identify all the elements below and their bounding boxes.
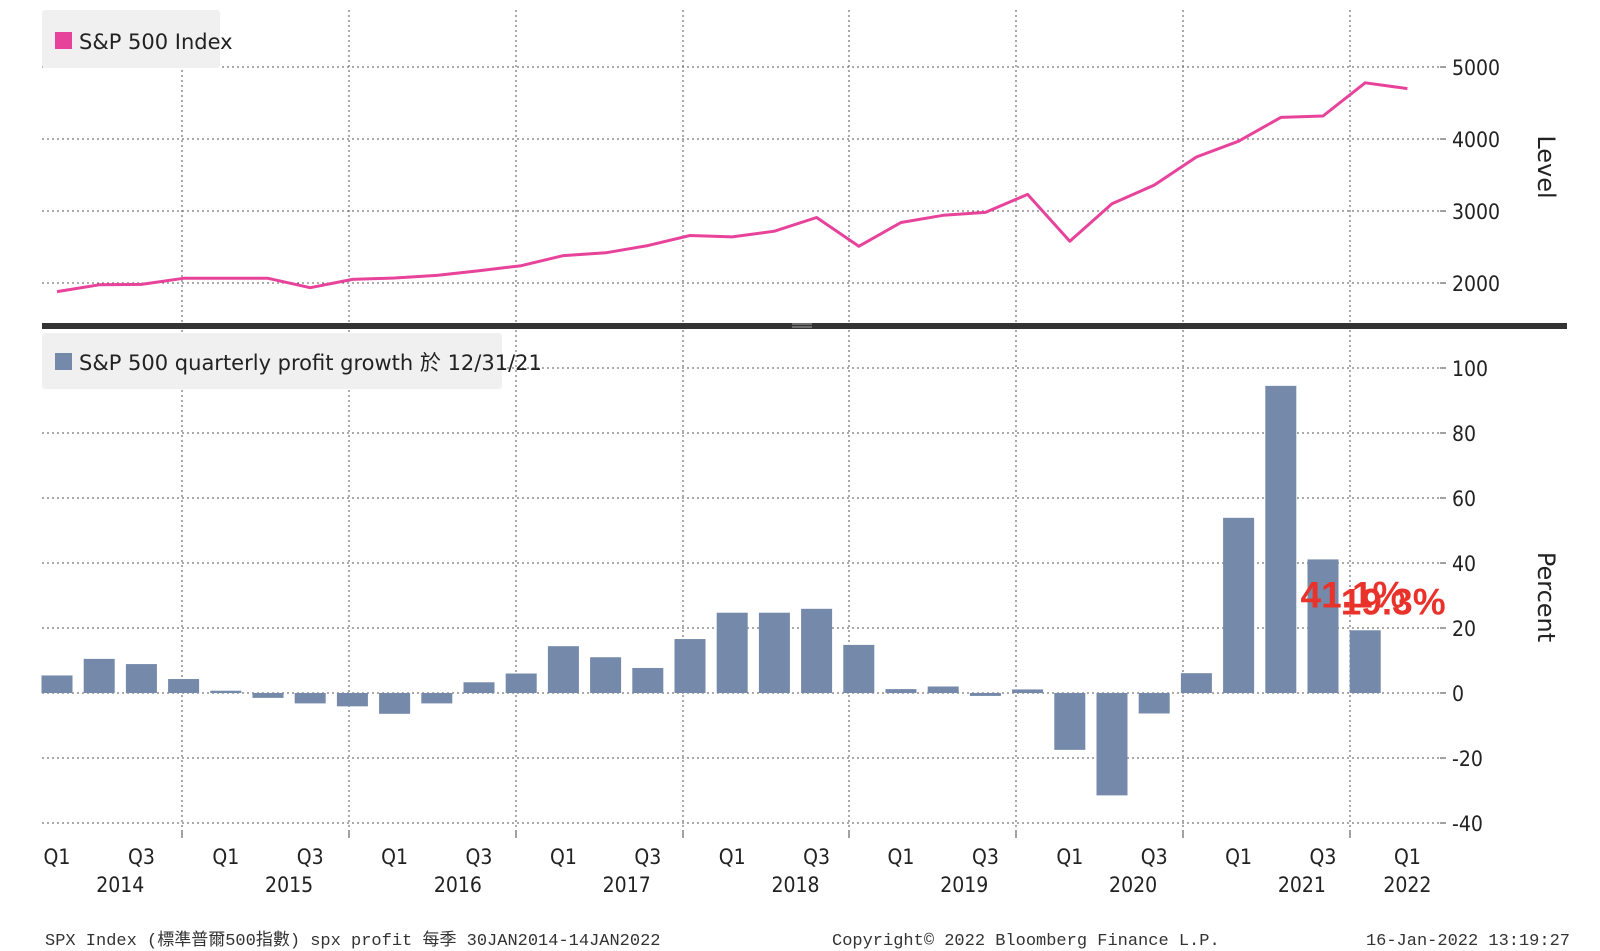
top-y-axis-title: Level: [1532, 135, 1560, 198]
footer-timestamp: 16-Jan-2022 13:19:27: [1366, 932, 1570, 951]
x-quarter-label: Q3: [297, 845, 324, 869]
x-year-label: 2022: [1383, 873, 1431, 897]
profit-bar: [210, 690, 242, 693]
profit-bar: [168, 679, 200, 693]
x-quarter-label: Q3: [972, 845, 999, 869]
profit-bar: [885, 689, 917, 693]
bottom-legend-text: S&P 500 quarterly profit growth 於 12/31/…: [79, 351, 542, 375]
x-quarter-label: Q3: [1141, 845, 1168, 869]
y-tick-label-bottom: 100: [1452, 357, 1488, 381]
x-quarter-label: Q3: [466, 845, 493, 869]
x-quarter-label: Q1: [381, 845, 408, 869]
profit-bar: [674, 639, 706, 693]
top-legend-text: S&P 500 Index: [79, 30, 233, 54]
profit-bar: [547, 646, 579, 693]
profit-bar: [83, 658, 115, 693]
bottom-y-axis-title: Percent: [1532, 552, 1560, 642]
x-year-label: 2016: [434, 873, 482, 897]
profit-bar: [801, 608, 833, 693]
y-tick-label-bottom: 20: [1452, 617, 1476, 641]
x-tick-labels: Q1 Q3 Q1 Q3 Q1 Q3 Q1 Q3 Q1 Q3 Q1 Q3 Q1 Q3 Q1 Q3 Q1 2014 20…: [44, 830, 1431, 897]
x-quarter-label: Q3: [1310, 845, 1337, 869]
profit-bar: [336, 693, 368, 707]
x-year-label: 2015: [265, 873, 313, 897]
y-tick-label-bottom: 0: [1452, 682, 1464, 706]
footer-source: SPX Index (標準普爾500指數) spx profit 每季 30JA…: [45, 930, 660, 951]
x-year-label: 2021: [1278, 873, 1326, 897]
annotation-label: 41.1%: [1301, 574, 1406, 615]
profit-bar: [1096, 693, 1128, 796]
profit-bar: [294, 693, 326, 704]
profit-bar: [125, 664, 157, 693]
x-year-label: 2018: [771, 873, 819, 897]
x-quarter-label: Q3: [128, 845, 155, 869]
x-year-label: 2017: [603, 873, 651, 897]
y-tick-label-bottom: -40: [1452, 812, 1483, 836]
profit-bar: [843, 644, 875, 693]
sp500-series-line: [56, 81, 1408, 294]
y-tick-labels: 2000 3000 4000 5000 100 80 60 40 20 0 -20 -40: [1440, 56, 1500, 836]
profit-bar: [1012, 689, 1044, 693]
profit-bar: [505, 673, 537, 693]
profit-bar: [632, 667, 664, 693]
x-quarter-label: Q1: [550, 845, 577, 869]
x-year-label: 2019: [940, 873, 988, 897]
profit-bar: [1265, 385, 1297, 693]
bar-legend-swatch: [55, 353, 72, 370]
y-tick-label-top: 5000: [1452, 56, 1500, 80]
profit-bar: [590, 657, 622, 693]
top-legend: S&P 500 Index: [42, 10, 233, 68]
profit-bar: [252, 693, 284, 698]
x-quarter-label: Q3: [634, 845, 661, 869]
y-tick-label-bottom: 80: [1452, 422, 1476, 446]
x-quarter-label: Q1: [719, 845, 746, 869]
profit-bar: [758, 612, 790, 693]
x-quarter-label: Q1: [1394, 845, 1421, 869]
y-tick-label-top: 4000: [1452, 128, 1500, 152]
x-year-label: 2014: [96, 873, 144, 897]
profit-bar: [716, 612, 748, 693]
annotation-label: 19.3%: [1341, 581, 1446, 622]
y-tick-label-top: 2000: [1452, 272, 1500, 296]
x-quarter-label: Q1: [212, 845, 239, 869]
x-quarter-label: Q3: [803, 845, 830, 869]
divider-grip-icon[interactable]: [792, 323, 812, 328]
y-tick-label-bottom: 60: [1452, 487, 1476, 511]
footer-copyright: Copyright© 2022 Bloomberg Finance L.P.: [832, 932, 1220, 951]
x-quarter-label: Q1: [44, 845, 71, 869]
profit-bar: [379, 693, 411, 714]
profit-bar: [1349, 630, 1381, 693]
profit-bar: [421, 693, 453, 704]
profit-bar: [1138, 693, 1170, 714]
profit-bar: [1054, 693, 1086, 750]
bottom-legend: S&P 500 quarterly profit growth 於 12/31/…: [42, 333, 542, 389]
profit-growth-bars: [41, 385, 1381, 796]
panel-divider[interactable]: [42, 323, 1567, 329]
x-quarter-label: Q1: [1056, 845, 1083, 869]
x-quarter-label: Q1: [1225, 845, 1252, 869]
profit-bar: [927, 686, 959, 693]
gridlines: [42, 10, 1440, 836]
profit-bar: [1307, 559, 1339, 693]
x-year-label: 2020: [1109, 873, 1157, 897]
annotations: 41.1%19.3%: [1301, 574, 1446, 622]
profit-bar: [41, 675, 73, 693]
profit-bar: [1223, 517, 1255, 693]
sp500-line: [56, 81, 1408, 294]
x-quarter-label: Q1: [888, 845, 915, 869]
profit-bar: [1180, 673, 1212, 693]
profit-bar: [969, 693, 1001, 696]
y-tick-label-bottom: 40: [1452, 552, 1476, 576]
line-legend-swatch: [55, 32, 72, 49]
y-tick-label-top: 3000: [1452, 200, 1500, 224]
y-tick-label-bottom: -20: [1452, 747, 1483, 771]
profit-bar: [463, 682, 495, 693]
